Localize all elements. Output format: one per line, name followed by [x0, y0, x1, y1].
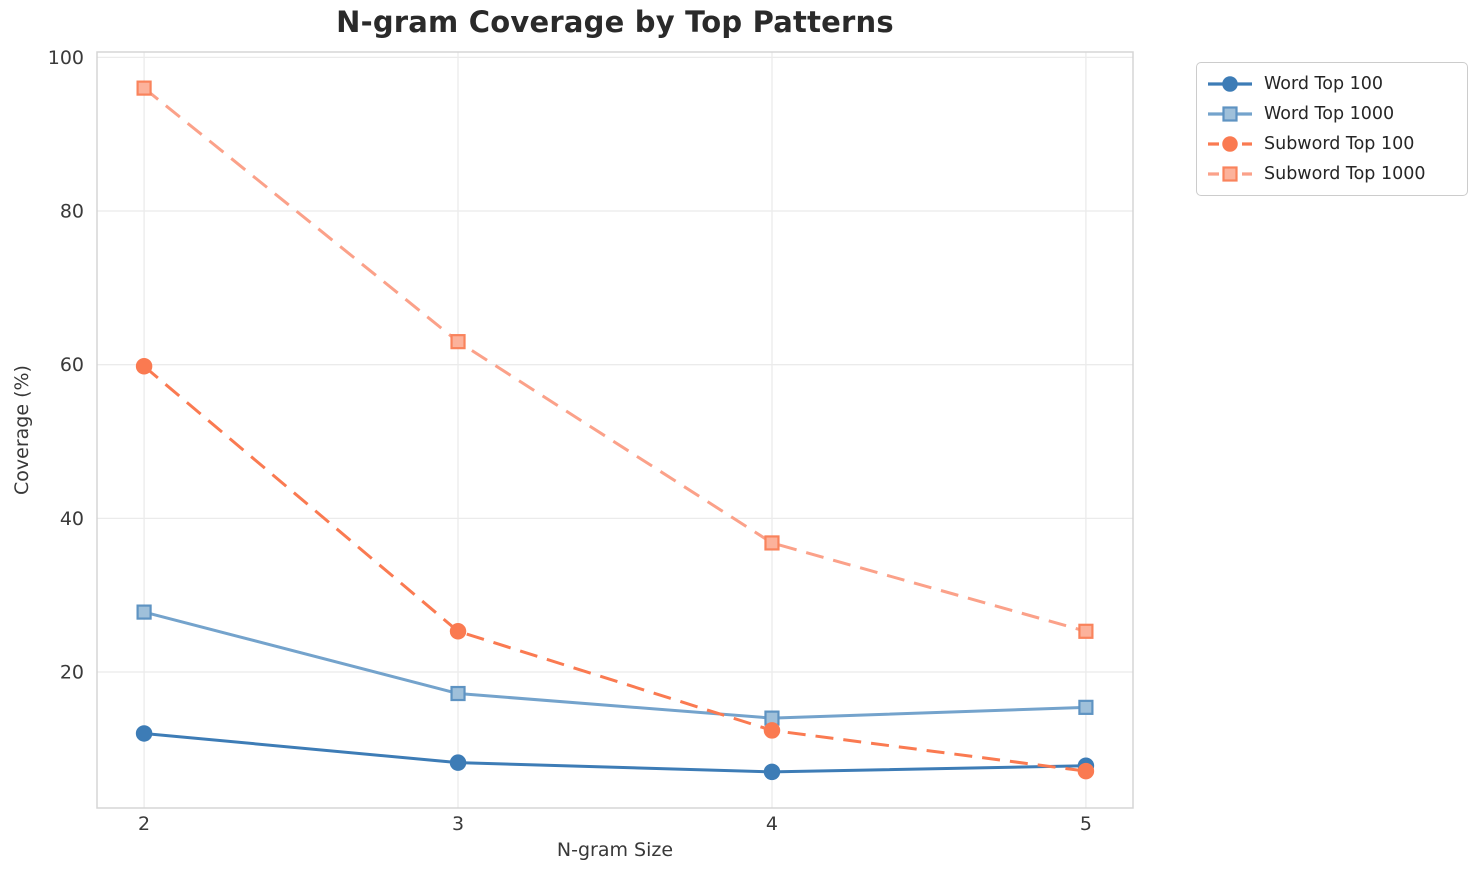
data-point	[136, 604, 152, 620]
data-point	[450, 685, 466, 702]
y-tick-label: 60	[60, 354, 84, 376]
x-axis-label: N-gram Size	[556, 839, 674, 861]
data-point	[135, 357, 153, 375]
series-line-subword-top-1000	[143, 86, 1087, 633]
x-tick-label: 3	[452, 813, 464, 835]
legend-line-sample	[1208, 136, 1252, 152]
y-tick-label: 40	[60, 508, 84, 530]
y-tick-label: 100	[48, 47, 84, 69]
legend-marker-square-icon	[1222, 106, 1238, 122]
data-point	[763, 722, 781, 739]
legend-marker-square-icon	[1222, 166, 1238, 182]
legend-entry-subword-top-1000: Subword Top 1000	[1206, 159, 1457, 189]
series-line-word-top-100	[143, 731, 1086, 774]
legend-entry-subword-top-100: Subword Top 100	[1206, 129, 1457, 159]
legend-marker-circle-icon	[1222, 76, 1238, 92]
y-axis-label: Coverage (%)	[11, 365, 33, 495]
legend-label: Subword Top 100	[1264, 134, 1415, 154]
legend-label: Word Top 1000	[1264, 104, 1395, 124]
legend-line-sample	[1208, 76, 1252, 92]
data-point	[1078, 623, 1094, 639]
data-point	[763, 763, 781, 781]
x-tick-label: 4	[766, 813, 778, 835]
data-point	[136, 80, 152, 96]
x-tick-label: 2	[138, 813, 150, 835]
data-point	[135, 725, 153, 742]
data-point	[449, 754, 467, 771]
data-point	[1078, 699, 1094, 715]
legend-entry-word-top-100: Word Top 100	[1206, 69, 1457, 99]
axes-spines	[96, 51, 1134, 809]
legend-label: Subword Top 1000	[1264, 164, 1426, 184]
data-point	[1077, 762, 1095, 780]
series-line-word-top-1000	[143, 610, 1086, 720]
y-tick-label: 80	[60, 201, 84, 223]
data-point	[450, 334, 466, 350]
legend-marker-circle-icon	[1222, 136, 1238, 152]
legend-line-sample	[1208, 166, 1252, 182]
legend: Word Top 100 Word Top 1000 Subword Top 100…	[1196, 62, 1468, 196]
data-point	[764, 535, 780, 551]
legend-label: Word Top 100	[1264, 74, 1384, 94]
data-point	[449, 623, 467, 640]
chart-title: N-gram Coverage by Top Patterns	[336, 5, 894, 39]
legend-entry-word-top-1000: Word Top 1000	[1206, 99, 1457, 129]
series-line-subword-top-100	[143, 365, 1087, 773]
legend-line-sample	[1208, 106, 1252, 122]
x-tick-label: 5	[1080, 813, 1092, 835]
y-tick-label: 20	[60, 662, 84, 684]
